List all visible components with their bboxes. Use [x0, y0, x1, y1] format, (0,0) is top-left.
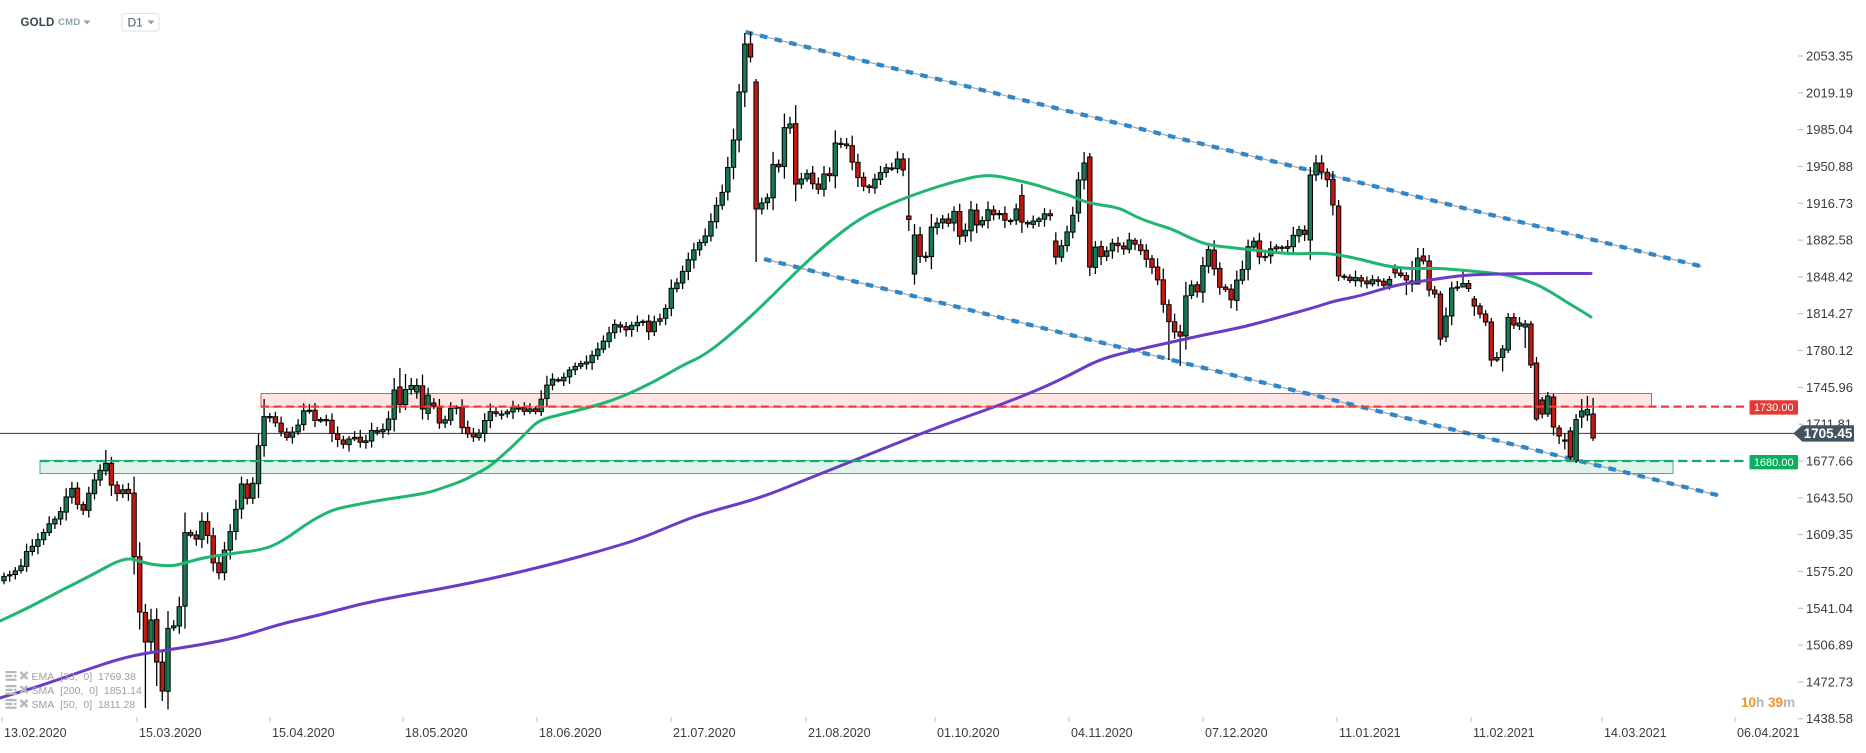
svg-text:15.03.2020: 15.03.2020: [139, 726, 202, 740]
svg-text:1705.45: 1705.45: [1804, 426, 1853, 441]
svg-text:1438.58: 1438.58: [1806, 711, 1853, 726]
svg-text:1643.50: 1643.50: [1806, 490, 1853, 505]
svg-text:04.11.2020: 04.11.2020: [1071, 726, 1133, 740]
svg-text:1472.73: 1472.73: [1806, 674, 1853, 689]
svg-text:GOLD: GOLD: [21, 17, 55, 29]
svg-text:1745.96: 1745.96: [1806, 380, 1853, 395]
svg-text:11.02.2021: 11.02.2021: [1473, 726, 1535, 740]
svg-text:1506.89: 1506.89: [1806, 638, 1853, 653]
svg-text:01.10.2020: 01.10.2020: [937, 726, 1000, 740]
svg-text:11.01.2021: 11.01.2021: [1339, 726, 1401, 740]
svg-text:SMA [50, 0] 1811.28: SMA [50, 0] 1811.28: [32, 699, 136, 711]
svg-text:15.04.2020: 15.04.2020: [272, 726, 335, 740]
svg-text:CMD: CMD: [58, 17, 81, 28]
svg-text:1950.88: 1950.88: [1806, 159, 1853, 174]
svg-text:1575.20: 1575.20: [1806, 564, 1853, 579]
svg-text:2019.19: 2019.19: [1806, 85, 1853, 100]
svg-text:1680.00: 1680.00: [1754, 457, 1794, 469]
svg-text:1882.58: 1882.58: [1806, 233, 1853, 248]
svg-text:06.04.2021: 06.04.2021: [1737, 726, 1800, 740]
svg-text:1677.66: 1677.66: [1806, 454, 1853, 469]
svg-text:10h 39m: 10h 39m: [1741, 695, 1795, 710]
svg-text:1609.35: 1609.35: [1806, 527, 1853, 542]
svg-text:EMA [33, 0] 1769.38: EMA [33, 0] 1769.38: [32, 671, 137, 683]
svg-text:1730.00: 1730.00: [1754, 402, 1794, 414]
svg-text:21.08.2020: 21.08.2020: [808, 726, 871, 740]
svg-text:1780.12: 1780.12: [1806, 343, 1853, 358]
svg-text:SMA [200, 0] 1851.14: SMA [200, 0] 1851.14: [32, 685, 142, 697]
svg-text:07.12.2020: 07.12.2020: [1205, 726, 1268, 740]
svg-text:21.07.2020: 21.07.2020: [673, 726, 736, 740]
svg-text:13.02.2020: 13.02.2020: [4, 726, 67, 740]
svg-text:14.03.2021: 14.03.2021: [1604, 726, 1667, 740]
svg-text:1985.04: 1985.04: [1806, 122, 1853, 137]
svg-text:2053.35: 2053.35: [1806, 49, 1853, 64]
svg-text:1848.42: 1848.42: [1806, 269, 1853, 284]
svg-text:1916.73: 1916.73: [1806, 196, 1853, 211]
svg-text:18.05.2020: 18.05.2020: [405, 726, 468, 740]
svg-text:18.06.2020: 18.06.2020: [539, 726, 602, 740]
svg-text:1814.27: 1814.27: [1806, 306, 1853, 321]
svg-text:D1: D1: [128, 16, 144, 30]
svg-text:1541.04: 1541.04: [1806, 601, 1853, 616]
